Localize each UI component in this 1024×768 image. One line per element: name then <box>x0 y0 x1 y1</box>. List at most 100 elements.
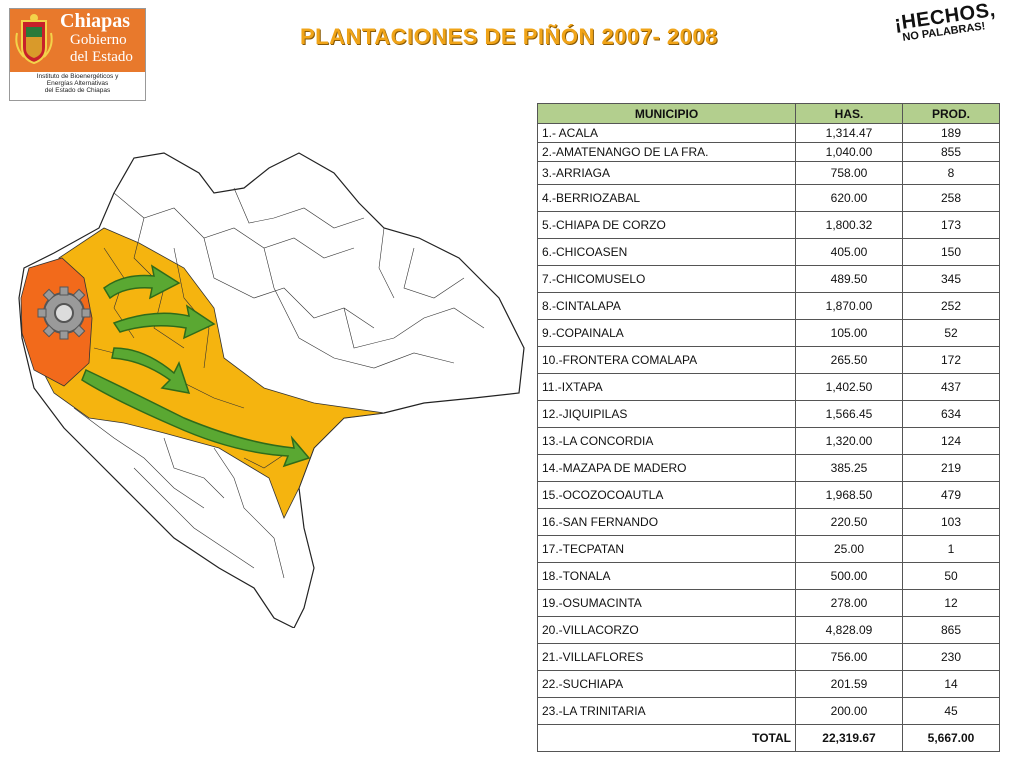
table-row: 6.-CHICOASEN 405.00 150 <box>537 238 1000 266</box>
total-cell-has: 22,319.67 <box>795 724 903 752</box>
table-cell-prod: 52 <box>902 319 1000 347</box>
table-row: 8.-CINTALAPA 1,870.00 252 <box>537 292 1000 320</box>
table-row: 10.-FRONTERA COMALAPA 265.50 172 <box>537 346 1000 374</box>
logo-subtitle-2: del Estado <box>70 49 133 65</box>
institute-name: Instituto de Bioenergéticos y Energías A… <box>10 73 145 94</box>
table-row: 5.-CHIAPA DE CORZO 1,800.32 173 <box>537 211 1000 239</box>
table-cell-mun: 22.-SUCHIAPA <box>537 670 796 698</box>
table-cell-mun: 11.-IXTAPA <box>537 373 796 401</box>
table-row: 9.-COPAINALA 105.00 52 <box>537 319 1000 347</box>
table-row: 16.-SAN FERNANDO 220.50 103 <box>537 508 1000 536</box>
table-row: 17.-TECPATAN 25.00 1 <box>537 535 1000 563</box>
table-cell-has: 1,314.47 <box>795 123 903 143</box>
total-cell-prod: 5,667.00 <box>902 724 1000 752</box>
table-row: 12.-JIQUIPILAS 1,566.45 634 <box>537 400 1000 428</box>
table-cell-prod: 865 <box>902 616 1000 644</box>
table-cell-mun: 15.-OCOZOCOAUTLA <box>537 481 796 509</box>
table-row: 4.-BERRIOZABAL 620.00 258 <box>537 184 1000 212</box>
table-cell-has: 1,800.32 <box>795 211 903 239</box>
arrow-icons <box>81 264 311 468</box>
logo-banner: Chiapas Gobierno del Estado <box>10 9 145 72</box>
column-header-prod: PROD. <box>902 103 1000 124</box>
table-row: 7.-CHICOMUSELO 489.50 345 <box>537 265 1000 293</box>
table-cell-mun: 8.-CINTALAPA <box>537 292 796 320</box>
chiapas-map <box>18 152 525 628</box>
table-cell-mun: 2.-AMATENANGO DE LA FRA. <box>537 142 796 162</box>
table-row: 14.-MAZAPA DE MADERO 385.25 219 <box>537 454 1000 482</box>
table-cell-mun: 19.-OSUMACINTA <box>537 589 796 617</box>
column-header-municipio: MUNICIPIO <box>537 103 796 124</box>
table-cell-prod: 258 <box>902 184 1000 212</box>
logo-title: Chiapas <box>60 10 131 32</box>
table-row: 2.-AMATENANGO DE LA FRA. 1,040.00 855 <box>537 142 1000 162</box>
table-cell-mun: 23.-LA TRINITARIA <box>537 697 796 725</box>
table-cell-has: 500.00 <box>795 562 903 590</box>
table-cell-mun: 3.-ARRIAGA <box>537 161 796 185</box>
table-cell-mun: 16.-SAN FERNANDO <box>537 508 796 536</box>
slogan: ¡HECHOS, NO PALABRAS! <box>893 0 998 45</box>
table-cell-has: 405.00 <box>795 238 903 266</box>
table-cell-prod: 479 <box>902 481 1000 509</box>
table-cell-has: 200.00 <box>795 697 903 725</box>
table-cell-has: 758.00 <box>795 161 903 185</box>
table-cell-prod: 50 <box>902 562 1000 590</box>
table-cell-has: 385.25 <box>795 454 903 482</box>
plantations-table: MUNICIPIO HAS. PROD. 1.- ACALA 1,314.47 18… <box>537 103 1000 752</box>
table-cell-has: 1,968.50 <box>795 481 903 509</box>
table-cell-has: 1,320.00 <box>795 427 903 455</box>
column-header-has: HAS. <box>795 103 903 124</box>
table-cell-prod: 14 <box>902 670 1000 698</box>
table-cell-prod: 8 <box>902 161 1000 185</box>
table-row: 22.-SUCHIAPA 201.59 14 <box>537 670 1000 698</box>
table-cell-has: 105.00 <box>795 319 903 347</box>
table-cell-has: 620.00 <box>795 184 903 212</box>
table-row: 15.-OCOZOCOAUTLA 1,968.50 479 <box>537 481 1000 509</box>
table-cell-mun: 14.-MAZAPA DE MADERO <box>537 454 796 482</box>
table-cell-mun: 5.-CHIAPA DE CORZO <box>537 211 796 239</box>
table-total-row: TOTAL 22,319.67 5,667.00 <box>537 724 1000 752</box>
table-cell-mun: 12.-JIQUIPILAS <box>537 400 796 428</box>
table-cell-prod: 437 <box>902 373 1000 401</box>
table-cell-prod: 12 <box>902 589 1000 617</box>
table-cell-has: 1,402.50 <box>795 373 903 401</box>
table-cell-has: 489.50 <box>795 265 903 293</box>
table-cell-mun: 21.-VILLAFLORES <box>537 643 796 671</box>
logo-subtitle-1: Gobierno <box>70 32 127 48</box>
table-row: 18.-TONALA 500.00 50 <box>537 562 1000 590</box>
table-row: 13.-LA CONCORDIA 1,320.00 124 <box>537 427 1000 455</box>
gear-icon <box>37 286 91 340</box>
institute-line-3: del Estado de Chiapas <box>44 87 111 94</box>
table-cell-prod: 173 <box>902 211 1000 239</box>
government-logo: Chiapas Gobierno del Estado Instituto de… <box>9 8 146 101</box>
table-cell-has: 4,828.09 <box>795 616 903 644</box>
table-cell-mun: 10.-FRONTERA COMALAPA <box>537 346 796 374</box>
table-cell-mun: 4.-BERRIOZABAL <box>537 184 796 212</box>
table-cell-has: 25.00 <box>795 535 903 563</box>
table-row: 20.-VILLACORZO 4,828.09 865 <box>537 616 1000 644</box>
table-cell-has: 220.50 <box>795 508 903 536</box>
table-cell-prod: 172 <box>902 346 1000 374</box>
total-cell-label: TOTAL <box>537 724 796 752</box>
table-cell-mun: 1.- ACALA <box>537 123 796 143</box>
table-cell-prod: 252 <box>902 292 1000 320</box>
table-cell-has: 201.59 <box>795 670 903 698</box>
coat-of-arms-icon <box>15 14 53 65</box>
table-row: 1.- ACALA 1,314.47 189 <box>537 123 1000 143</box>
table-cell-mun: 9.-COPAINALA <box>537 319 796 347</box>
table-cell-prod: 219 <box>902 454 1000 482</box>
table-cell-has: 756.00 <box>795 643 903 671</box>
table-cell-prod: 103 <box>902 508 1000 536</box>
table-cell-prod: 150 <box>902 238 1000 266</box>
table-cell-has: 1,870.00 <box>795 292 903 320</box>
table-cell-prod: 345 <box>902 265 1000 293</box>
table-cell-prod: 855 <box>902 142 1000 162</box>
table-row: 21.-VILLAFLORES 756.00 230 <box>537 643 1000 671</box>
table-row: 19.-OSUMACINTA 278.00 12 <box>537 589 1000 617</box>
institute-line-2: Energías Alternativas <box>46 80 109 87</box>
table-cell-has: 265.50 <box>795 346 903 374</box>
table-cell-has: 1,566.45 <box>795 400 903 428</box>
table-cell-mun: 18.-TONALA <box>537 562 796 590</box>
table-cell-prod: 1 <box>902 535 1000 563</box>
table-row: 3.-ARRIAGA 758.00 8 <box>537 161 1000 185</box>
table-cell-has: 1,040.00 <box>795 142 903 162</box>
